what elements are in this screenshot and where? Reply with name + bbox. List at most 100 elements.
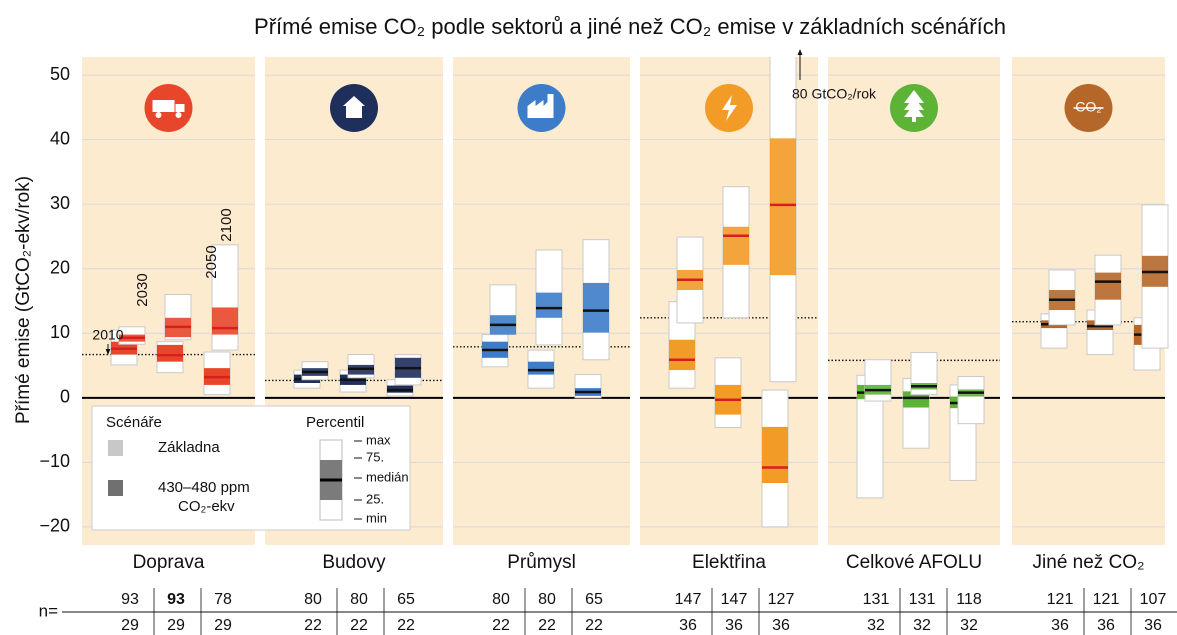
icon-shape — [343, 96, 365, 106]
legend-title: Scénáře — [106, 414, 162, 431]
n-baseline: 93 — [167, 591, 185, 608]
y-tick-label: −20 — [39, 516, 70, 536]
year-label: 2100 — [218, 208, 235, 241]
legend-percentile: 25. — [366, 491, 384, 506]
legend-label: Základna — [158, 439, 220, 456]
year-label: 2030 — [134, 273, 151, 306]
mitigation-iqr — [669, 339, 695, 371]
y-tick-label: −10 — [39, 451, 70, 471]
year-label: 2050 — [203, 245, 220, 278]
legend-swatch — [108, 440, 123, 456]
n-mitigation: 22 — [585, 617, 603, 634]
icon-shape — [346, 106, 362, 118]
n-baseline: 107 — [1140, 591, 1167, 608]
sector-name: Celkové AFOLU — [846, 552, 982, 573]
y-tick-label: 50 — [50, 64, 70, 84]
baseline-whisker — [864, 359, 892, 402]
annotation: 80 GtCO₂/rok — [792, 86, 877, 102]
y-tick-label: 10 — [50, 322, 70, 342]
n-baseline: 65 — [585, 591, 603, 608]
y-tick-label: 0 — [60, 387, 70, 407]
n-mitigation: 36 — [1051, 617, 1069, 634]
n-mitigation: 22 — [492, 617, 510, 634]
icon-shape — [175, 112, 182, 118]
icon-shape — [152, 100, 175, 112]
legend-percentile: medián — [366, 469, 409, 484]
n-baseline: 65 — [397, 591, 415, 608]
n-baseline: 131 — [863, 591, 890, 608]
n-mitigation: 29 — [121, 617, 139, 634]
sector-icon — [722, 95, 737, 121]
legend-percentile: max — [366, 432, 391, 447]
baseline-iqr — [770, 138, 796, 276]
legend-box — [91, 405, 411, 531]
n-mitigation: 22 — [304, 617, 322, 634]
n-label: n= — [39, 601, 58, 620]
n-baseline: 78 — [214, 591, 232, 608]
n-mitigation: 32 — [913, 617, 931, 634]
y-tick-label: 40 — [50, 128, 70, 148]
n-mitigation: 36 — [679, 617, 697, 634]
sector-icon — [527, 94, 554, 118]
legend-label: 430–480 ppm — [158, 479, 250, 496]
baseline-iqr — [1095, 272, 1121, 300]
legend-percentile: min — [366, 510, 387, 525]
sector-name: Průmysl — [507, 552, 576, 573]
n-baseline: 80 — [350, 591, 368, 608]
y-axis-label: Přímé emise (GtCO₂-ekv/rok) — [13, 176, 34, 424]
icon-shape — [527, 94, 554, 118]
n-mitigation: 29 — [214, 617, 232, 634]
n-baseline: 93 — [121, 591, 139, 608]
baseline-iqr — [536, 292, 562, 318]
legend-percentile: 75. — [366, 449, 384, 464]
mitigation-iqr — [762, 426, 788, 484]
sector-icon: CO₂ — [1073, 99, 1104, 115]
n-baseline: 121 — [1047, 591, 1074, 608]
icon-shape — [912, 116, 916, 122]
y-tick-label: 20 — [50, 257, 70, 277]
n-mitigation: 32 — [867, 617, 885, 634]
legend: Scénáře Percentil — [91, 405, 411, 531]
n-mitigation: 36 — [772, 617, 790, 634]
mitigation-iqr — [157, 344, 183, 362]
chart-title: Přímé emise CO₂ podle sektorů a jiné než… — [254, 14, 1006, 39]
reference-year-label: 2010 — [92, 327, 123, 343]
n-baseline: 80 — [492, 591, 510, 608]
legend-label: CO₂-ekv — [178, 498, 235, 515]
n-mitigation: 36 — [1097, 617, 1115, 634]
sector-icon — [152, 100, 185, 118]
y-tick-label: 30 — [50, 193, 70, 213]
n-baseline: 127 — [768, 591, 795, 608]
legend-swatch — [108, 480, 123, 496]
n-mitigation: 29 — [167, 617, 185, 634]
n-baseline: 147 — [675, 591, 702, 608]
sector-name: Elektřina — [692, 552, 766, 573]
sector-name: Doprava — [133, 552, 205, 573]
labels: −20−1001020304050Doprava932993297829Budo… — [39, 64, 1166, 635]
n-baseline: 80 — [538, 591, 556, 608]
sector-icon — [343, 96, 365, 118]
n-mitigation: 22 — [538, 617, 556, 634]
icon-shape — [904, 104, 924, 117]
legend-title: Percentil — [306, 414, 364, 431]
sector-name: Budovy — [322, 552, 386, 573]
n-mitigation: 22 — [397, 617, 415, 634]
icon-shape — [904, 90, 924, 103]
icon-shape — [175, 104, 185, 112]
n-baseline: 80 — [304, 591, 322, 608]
n-mitigation: 36 — [725, 617, 743, 634]
baseline-iqr — [723, 226, 749, 265]
icon-label: CO₂ — [1075, 99, 1101, 115]
baseline-iqr — [212, 307, 238, 335]
n-mitigation: 32 — [960, 617, 978, 634]
panel-background — [1012, 57, 1165, 545]
n-mitigation: 36 — [1144, 617, 1162, 634]
boxes — [110, 57, 1169, 528]
sector-name: Jiné než CO₂ — [1033, 552, 1145, 573]
n-baseline: 121 — [1093, 591, 1120, 608]
baseline-iqr — [583, 282, 609, 333]
icon-shape — [155, 112, 162, 118]
icon-shape — [722, 95, 737, 121]
